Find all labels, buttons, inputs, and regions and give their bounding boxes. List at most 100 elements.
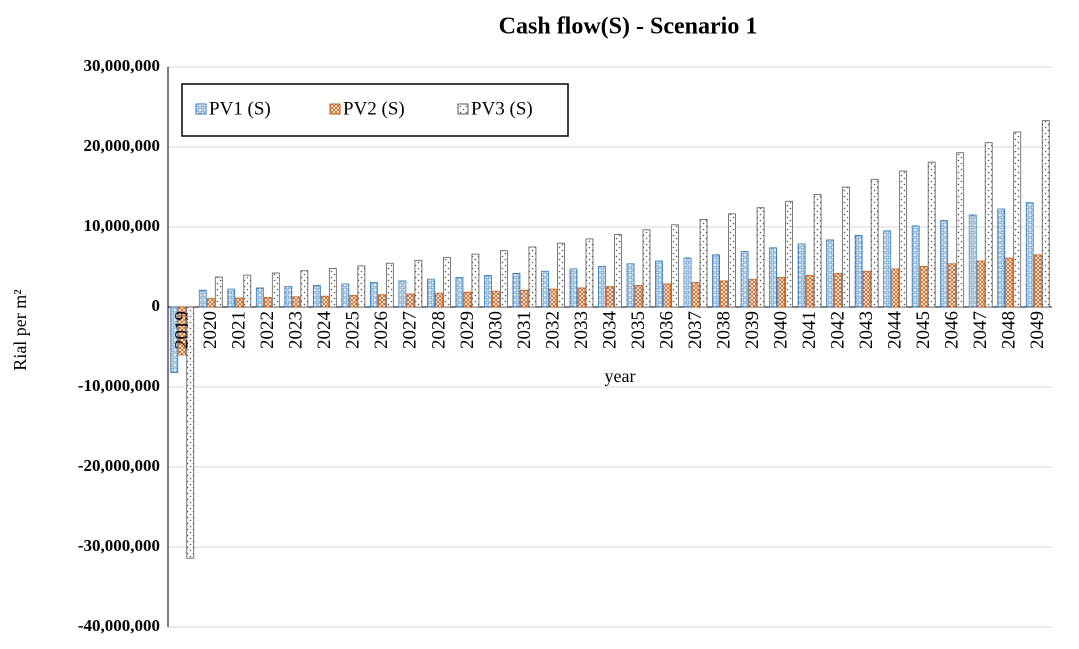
- bar: [206, 298, 215, 308]
- bar: [443, 256, 451, 308]
- y-tick-label: -30,000,000: [78, 536, 160, 555]
- x-tick-label: 2036: [656, 311, 677, 349]
- x-tick-label: 2020: [200, 311, 221, 349]
- x-tick-label: 2029: [457, 311, 478, 349]
- bar: [357, 265, 366, 308]
- y-tick-label: 10,000,000: [84, 216, 161, 235]
- bar: [328, 268, 337, 308]
- bar: [320, 295, 329, 308]
- bar: [598, 266, 606, 308]
- y-axis-label: Rial per m²: [10, 289, 30, 370]
- y-tick-label: -10,000,000: [78, 376, 160, 395]
- bar: [634, 284, 643, 308]
- bar: [398, 280, 407, 308]
- bar: [671, 224, 679, 308]
- bar: [577, 287, 586, 308]
- x-tick-label: 2030: [485, 311, 506, 349]
- bar: [614, 234, 622, 308]
- bar: [369, 282, 378, 308]
- bar: [699, 219, 708, 308]
- x-tick-label: 2019: [172, 311, 193, 349]
- bar: [427, 278, 435, 308]
- bar: [956, 152, 965, 308]
- bar: [976, 260, 985, 308]
- x-tick-label: 2037: [685, 311, 706, 349]
- x-tick-label: 2045: [913, 311, 934, 349]
- legend-label: PV2 (S): [343, 98, 405, 119]
- x-tick-label: 2022: [257, 311, 278, 349]
- bar: [899, 170, 908, 308]
- x-tick-label: 2044: [885, 311, 906, 350]
- bar: [655, 260, 663, 308]
- bar: [541, 270, 549, 308]
- x-tick-label: 2035: [628, 311, 649, 349]
- bar: [984, 142, 993, 308]
- x-tick-label: 2040: [770, 311, 791, 349]
- bar: [557, 242, 565, 308]
- legend-swatch: [457, 103, 469, 115]
- bar: [585, 238, 594, 308]
- bar: [862, 270, 871, 308]
- x-tick-label: 2025: [343, 311, 364, 349]
- bar: [1005, 257, 1014, 308]
- x-tick-label: 2028: [428, 311, 449, 349]
- bar: [728, 213, 736, 308]
- legend: PV1 (S) PV2 (S) PV3 (S): [181, 83, 569, 137]
- bar: [626, 263, 635, 308]
- legend-label: PV1 (S): [209, 98, 271, 119]
- bar: [756, 207, 765, 308]
- bar: [349, 295, 358, 308]
- bar: [520, 289, 529, 308]
- bar: [528, 246, 537, 308]
- bar: [186, 306, 195, 559]
- bar: [968, 214, 977, 308]
- bar: [854, 235, 863, 308]
- bar: [414, 259, 423, 308]
- bar: [813, 194, 822, 308]
- bar: [826, 239, 835, 308]
- bar: [484, 275, 492, 308]
- bar: [549, 288, 557, 308]
- x-tick-label: 2039: [742, 311, 763, 349]
- bar: [492, 290, 500, 308]
- bar: [883, 230, 892, 308]
- bar: [997, 208, 1006, 308]
- bar: [500, 250, 508, 308]
- bar: [455, 276, 464, 308]
- bar: [271, 272, 280, 308]
- bar: [292, 296, 301, 308]
- x-tick-label: 2021: [229, 311, 250, 349]
- bar: [300, 270, 309, 308]
- bar: [341, 283, 350, 308]
- y-tick-label: -20,000,000: [78, 456, 160, 475]
- x-tick-label: 2042: [827, 311, 848, 349]
- chart-title: Cash flow(S) - Scenario 1: [499, 14, 758, 40]
- bar: [1025, 202, 1034, 308]
- bar: [940, 220, 949, 308]
- bar: [512, 272, 521, 308]
- x-tick-label: 2048: [999, 311, 1020, 349]
- bar: [891, 268, 900, 308]
- y-tick-label: 20,000,000: [84, 136, 161, 155]
- bar: [720, 280, 728, 308]
- x-axis-label: year: [605, 366, 636, 386]
- bar: [214, 276, 223, 308]
- x-tick-label: 2023: [286, 311, 307, 349]
- x-tick-label: 2027: [400, 311, 421, 349]
- bar: [385, 262, 394, 308]
- bar: [834, 272, 843, 308]
- bar: [284, 286, 293, 308]
- bar: [1033, 254, 1042, 308]
- bar: [377, 294, 386, 308]
- x-tick-label: 2047: [970, 311, 991, 349]
- bar: [198, 289, 207, 308]
- bar: [797, 243, 806, 308]
- bar: [170, 306, 179, 373]
- x-tick-label: 2049: [1027, 311, 1048, 349]
- x-tick-label: 2034: [599, 311, 620, 350]
- x-tick-label: 2026: [371, 311, 392, 349]
- bar: [255, 287, 264, 308]
- legend-box: [181, 83, 569, 137]
- bar: [569, 268, 578, 308]
- x-tick-label: 2046: [942, 311, 963, 349]
